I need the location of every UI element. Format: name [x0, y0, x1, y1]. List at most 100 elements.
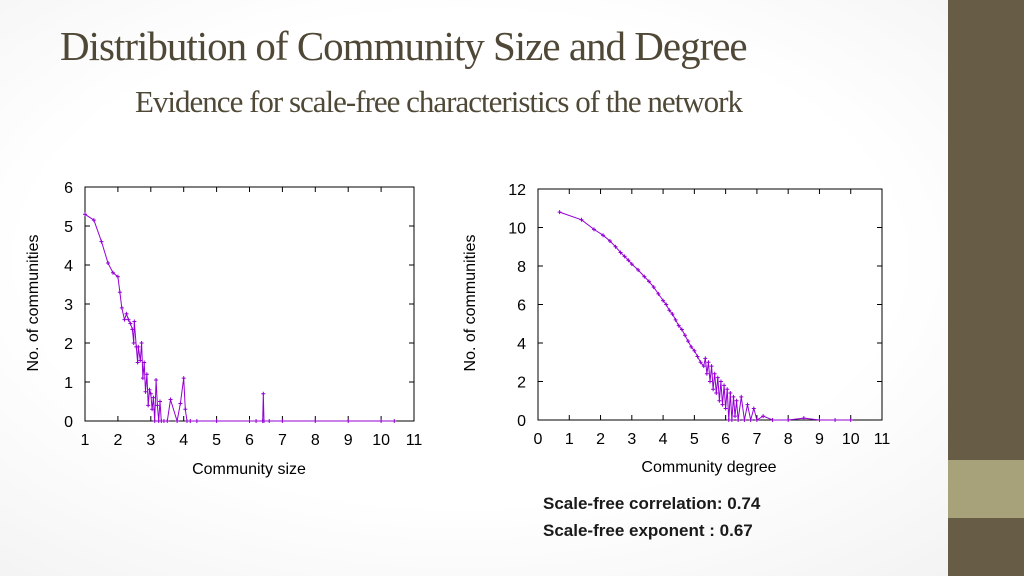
degree-x-tick-label: 1 [565, 431, 574, 448]
size-data-point [136, 344, 141, 349]
size-data-point [150, 407, 155, 412]
size-data-point [280, 419, 285, 423]
size-data-point [117, 290, 122, 295]
degree-data-point [642, 274, 647, 279]
size-data-point [183, 407, 188, 412]
size-y-tick-label: 3 [64, 297, 73, 314]
size-data-point [130, 327, 135, 332]
page-subtitle: Evidence for scale-free characteristics … [135, 84, 743, 119]
degree-series-line [559, 211, 851, 421]
degree-data-point [695, 354, 700, 359]
size-data-point [152, 419, 157, 423]
degree-x-tick-label: 11 [874, 431, 891, 448]
degree-data-point [801, 416, 806, 421]
degree-data-point [704, 371, 709, 376]
size-data-point [261, 419, 266, 423]
size-data-point [175, 419, 180, 423]
degree-y-tick-label: 8 [517, 259, 526, 276]
size-y-tick-label: 2 [64, 336, 73, 353]
size-data-point [131, 341, 136, 345]
scale-free-exponent: Scale-free exponent : 0.67 [543, 521, 753, 540]
degree-data-point [667, 308, 672, 313]
size-data-point [115, 274, 120, 279]
degree-data-point [751, 406, 756, 411]
degree-data-point [647, 279, 652, 284]
size-x-axis-label: Community size [192, 461, 306, 478]
size-data-point [144, 372, 149, 377]
size-data-point [148, 391, 153, 396]
degree-data-point [601, 233, 606, 238]
degree-data-point [745, 402, 750, 407]
degree-x-tick-label: 4 [659, 431, 668, 448]
degree-data-point [692, 348, 697, 353]
degree-data-point [711, 387, 716, 392]
size-data-point [181, 376, 186, 381]
size-x-tick-label: 1 [81, 432, 90, 449]
degree-data-point [717, 398, 722, 403]
degree-data-point [629, 262, 634, 267]
degree-x-tick-label: 2 [596, 431, 605, 448]
degree-data-point [748, 418, 753, 422]
degree-data-point [664, 302, 669, 307]
degree-data-point [728, 391, 733, 396]
size-data-point [168, 397, 173, 402]
size-data-point [214, 419, 219, 423]
size-data-point [346, 419, 351, 423]
size-y-tick-label: 0 [64, 414, 73, 431]
degree-data-point [607, 238, 612, 243]
degree-x-tick-label: 0 [534, 431, 543, 448]
size-data-point [139, 341, 144, 345]
size-data-point [261, 391, 266, 396]
degree-x-tick-label: 5 [690, 431, 699, 448]
size-data-point [188, 419, 193, 423]
size-x-tick-label: 3 [146, 432, 155, 449]
degree-data-point [682, 333, 687, 338]
size-data-point [140, 376, 145, 381]
degree-data-point [673, 317, 678, 322]
size-data-point [124, 311, 129, 316]
degree-data-point [817, 418, 822, 422]
degree-data-point [626, 258, 631, 263]
size-data-point [138, 358, 143, 363]
size-plot-frame [84, 186, 415, 422]
degree-data-point [676, 323, 681, 328]
degree-data-point [709, 364, 714, 369]
degree-plot-frame [537, 188, 883, 421]
degree-data-point [613, 244, 618, 249]
size-x-tick-label: 4 [179, 432, 188, 449]
size-x-tick-label: 8 [311, 432, 320, 449]
size-data-point [132, 319, 137, 324]
degree-data-point [670, 312, 675, 317]
degree-data-point [579, 217, 584, 222]
size-data-point [119, 305, 124, 310]
degree-data-point [714, 391, 719, 396]
size-x-tick-label: 5 [212, 432, 221, 449]
degree-data-point [770, 418, 775, 422]
size-y-tick-label: 6 [64, 180, 73, 197]
degree-data-point [661, 298, 666, 303]
degree-data-point [679, 327, 684, 332]
degree-data-point [591, 227, 596, 232]
size-x-tick-label: 6 [245, 432, 254, 449]
degree-data-point [701, 364, 706, 369]
size-data-point [83, 212, 87, 217]
size-data-point [128, 321, 133, 326]
size-data-point [147, 387, 152, 392]
degree-data-point [618, 250, 623, 255]
size-data-point [122, 317, 127, 322]
degree-data-point [689, 344, 694, 349]
size-data-point [313, 419, 318, 423]
size-x-tick-label: 10 [372, 432, 390, 449]
size-data-point [247, 419, 252, 423]
degree-data-point [736, 418, 741, 422]
degree-data-point [706, 360, 711, 365]
degree-x-tick-label: 6 [721, 431, 730, 448]
degree-data-point [734, 398, 739, 403]
degree-data-point [733, 414, 738, 419]
degree-data-point [722, 383, 727, 388]
sidebar-accent-highlight [948, 460, 1024, 518]
degree-data-point [656, 291, 661, 296]
degree-data-point [729, 418, 734, 422]
